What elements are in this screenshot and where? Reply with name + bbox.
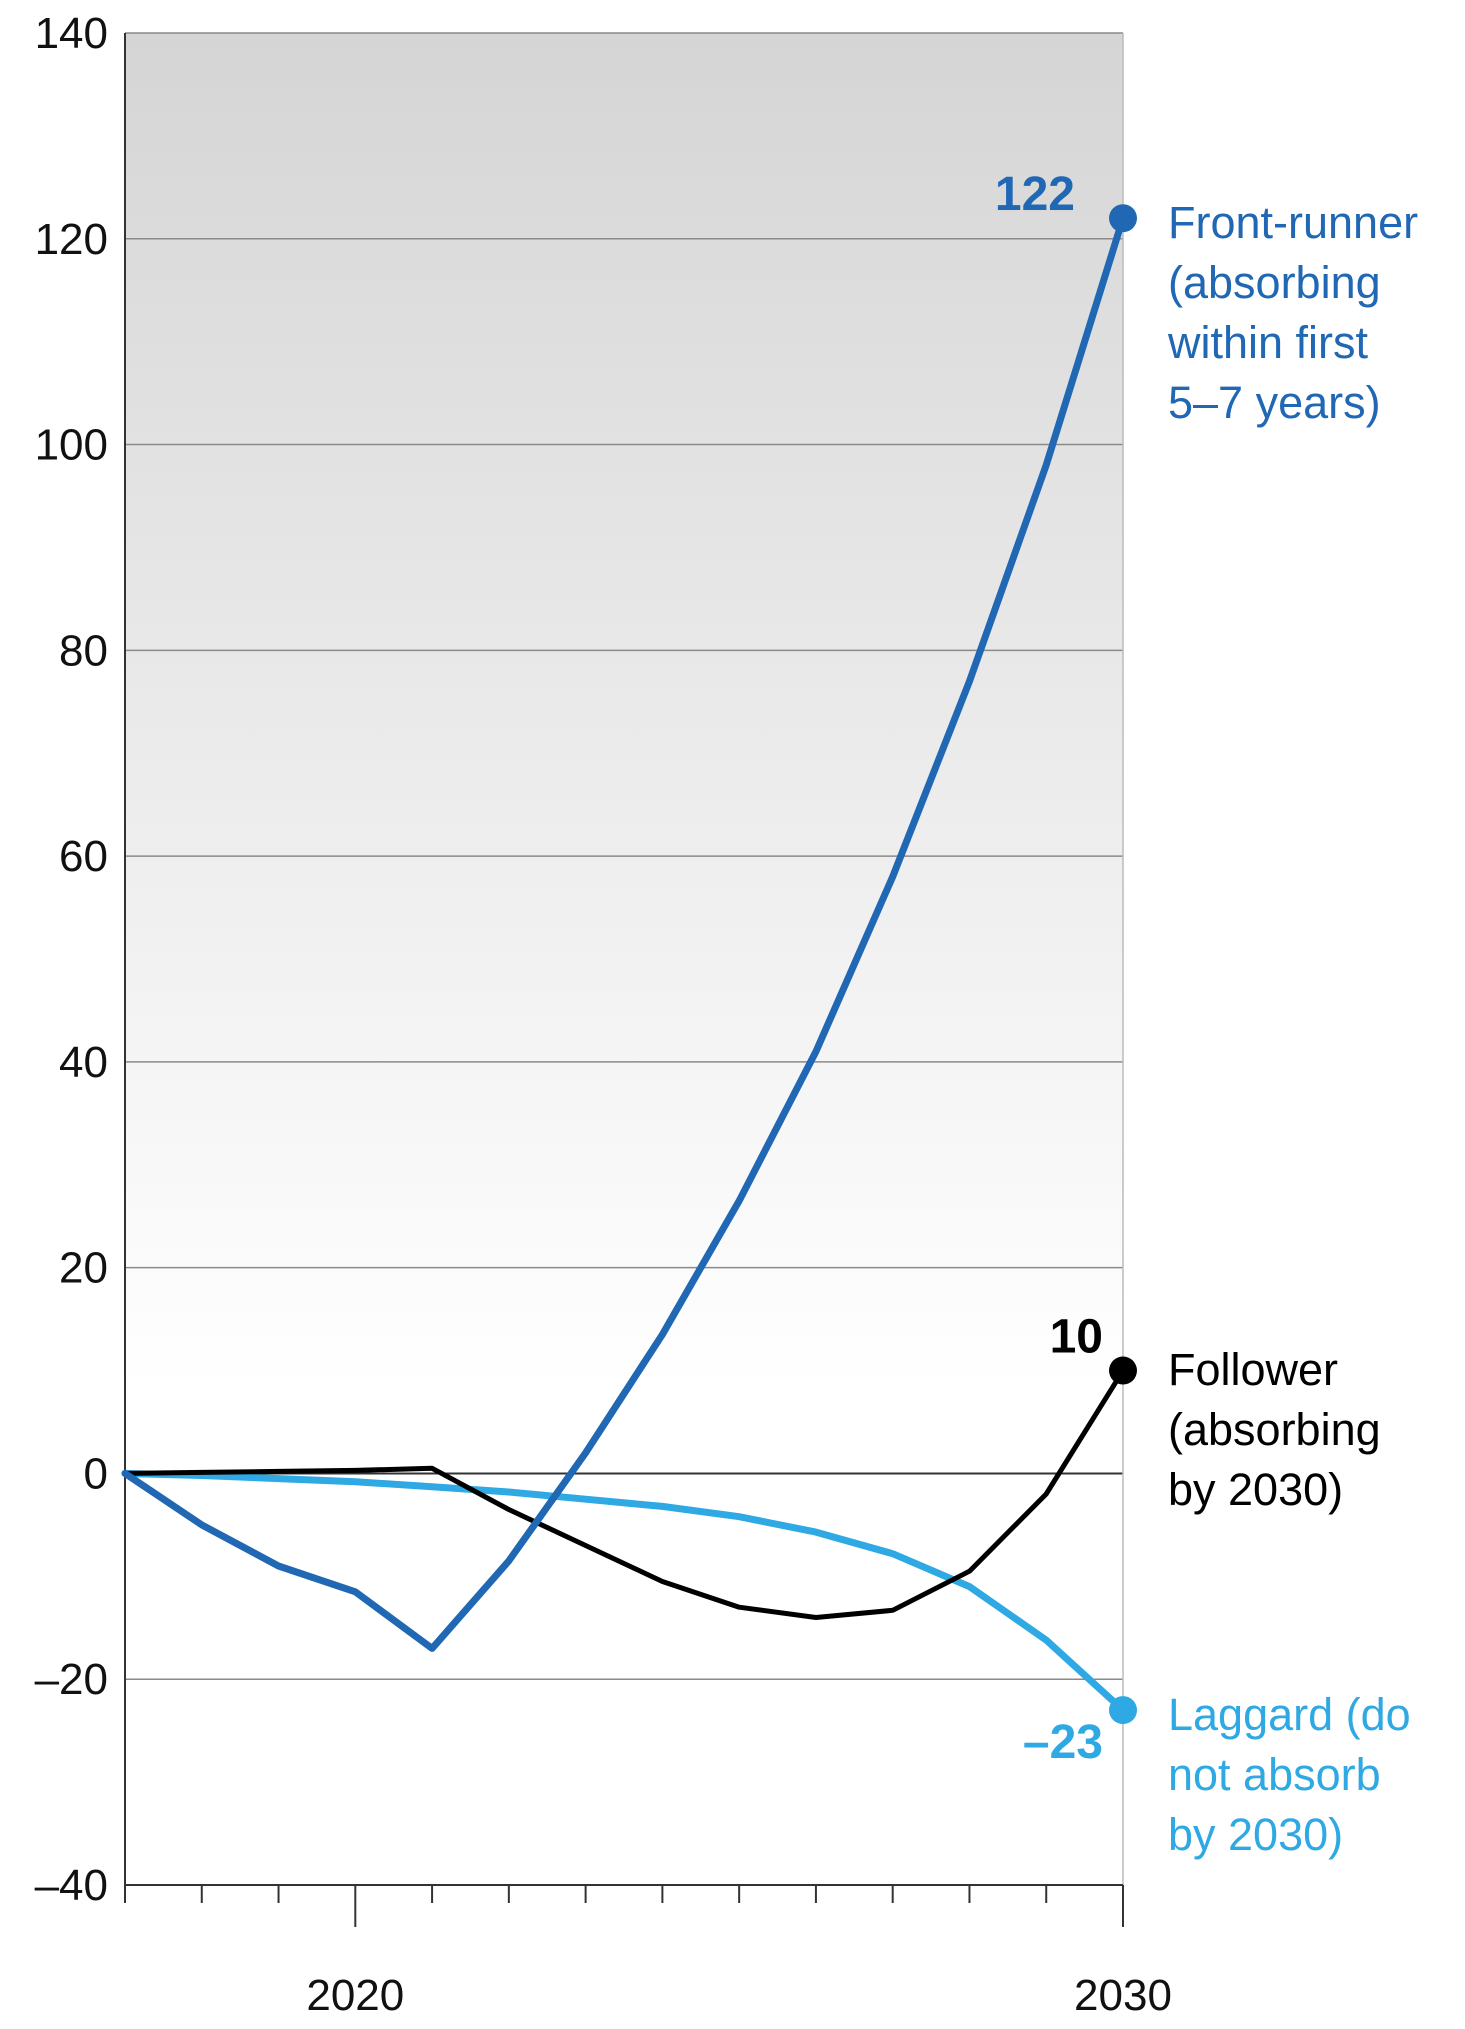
- series-label-line: Follower: [1168, 1344, 1338, 1395]
- y-tick-label: 60: [59, 832, 108, 881]
- series-label-line: within first: [1167, 317, 1369, 368]
- x-tick-label: 2020: [306, 1971, 404, 2020]
- y-tick-label: 20: [59, 1244, 108, 1293]
- series-lines: [121, 204, 1137, 1725]
- series-label-line: by 2030): [1168, 1464, 1343, 1515]
- series-line-2: [121, 1469, 1127, 1714]
- x-axis: 2020 2030: [124, 1884, 1172, 2020]
- series-label-line: (absorbing: [1168, 257, 1381, 308]
- x-tick-label: 2030: [1074, 1971, 1172, 2020]
- series-end-value: 122: [995, 168, 1075, 221]
- y-tick-label: 0: [84, 1449, 108, 1498]
- series-label-line: by 2030): [1168, 1809, 1343, 1860]
- series-label-line: Laggard (do: [1168, 1689, 1411, 1740]
- y-tick-label: –40: [35, 1861, 108, 1910]
- plot-background: [125, 33, 1123, 1392]
- y-tick-label: 100: [35, 421, 108, 470]
- series-labels: 122 Front-runner (absorbing within first 5–7…: [995, 168, 1418, 1860]
- y-tick-label: 120: [35, 215, 108, 264]
- series-label-line: not absorb: [1168, 1749, 1381, 1800]
- series-label-line: (absorbing: [1168, 1404, 1381, 1455]
- series-label-line: 5–7 years): [1168, 377, 1381, 428]
- y-tick-label: 140: [35, 9, 108, 58]
- series-line-1: [122, 1368, 1126, 1620]
- series-end-point-0: [1109, 204, 1137, 233]
- series-end-value: –23: [1023, 1716, 1103, 1769]
- y-tick-label: –20: [35, 1655, 108, 1704]
- series-label-line: Front-runner: [1168, 197, 1418, 248]
- y-axis: –40 –20 0 20 40 60 80 100 120 140: [35, 9, 126, 1910]
- series-line-0: [121, 214, 1127, 1652]
- series-end-point-1: [1109, 1356, 1137, 1385]
- y-tick-label: 80: [59, 626, 108, 675]
- series-end-value: 10: [1050, 1311, 1103, 1364]
- y-tick-label: 40: [59, 1038, 108, 1087]
- series-end-point-2: [1109, 1696, 1137, 1725]
